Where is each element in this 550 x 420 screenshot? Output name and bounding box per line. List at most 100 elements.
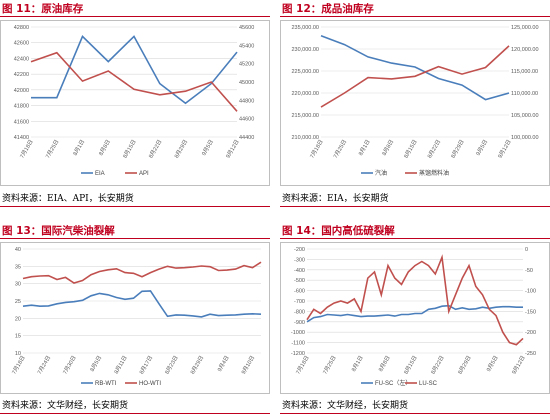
x-tick-label: 7月18日	[19, 139, 35, 160]
y-tick-label-right: 0	[525, 247, 528, 253]
y-tick-label-left: -500	[294, 278, 305, 284]
source-note: 资料来源：文华财经，长安期货	[2, 401, 129, 411]
x-tick-label: 7月25日	[322, 355, 338, 376]
series-line-0	[31, 35, 238, 105]
y-tick-label-left: -200	[294, 247, 305, 253]
y-tick-label-right: -200	[525, 330, 536, 336]
series-line-1	[306, 254, 524, 346]
panel-title: 图 13：国际汽柴油裂解	[2, 225, 115, 237]
series-line-1	[30, 51, 238, 112]
x-tick-label: 7月24日	[36, 355, 52, 376]
y-tick-label-left: 230,000.00	[291, 47, 319, 53]
x-tick-label: 8月17日	[138, 355, 154, 376]
y-tick-label-left: 40	[15, 247, 21, 253]
x-tick-label: 8月29日	[173, 139, 189, 160]
y-tick-label-left: 30	[15, 282, 21, 288]
y-tick-label-left: 41600	[14, 119, 29, 125]
series-line-1	[22, 261, 262, 284]
legend-label: EIA	[95, 171, 105, 177]
x-tick-label: 8月1日	[357, 139, 372, 157]
chart-frame: 235,000.00 230,000.00 225,000.00 220,000.00…	[280, 20, 550, 186]
x-tick-label: 9月5日	[200, 139, 215, 157]
x-tick-label: 8月15日	[403, 139, 419, 160]
y-tick-label-left: 210,000.00	[291, 135, 319, 141]
y-tick-label-left: -800	[294, 309, 305, 315]
x-tick-label: 8月8日	[381, 139, 396, 157]
panel-domestic-crack: 图 14：国内高低硫裂解 -200 -300 -400 -500 -600 -700 -80…	[280, 222, 550, 420]
x-tick-label: 8月11日	[113, 355, 129, 376]
x-tick-label: 8月15日	[403, 355, 419, 376]
y-tick-label-left: 41400	[14, 135, 29, 141]
y-tick-label-left: 235,000.00	[291, 25, 319, 31]
x-tick-label: 9月5日	[485, 355, 500, 373]
y-tick-label-right: -150	[525, 309, 536, 315]
source-note: 资料来源：文华财经，长安期货	[282, 401, 409, 411]
y-tick-label-left: 42600	[14, 41, 29, 47]
y-tick-label-left: -400	[294, 268, 305, 274]
x-tick-label: 7月18日	[309, 139, 325, 160]
y-tick-label-left: -1100	[291, 341, 305, 347]
y-tick-label-left: 225,000.00	[291, 69, 319, 75]
x-tick-label: 8月1日	[72, 139, 87, 157]
y-tick-label-left: 25	[15, 299, 21, 305]
x-tick-label: 9月12日	[511, 355, 527, 376]
y-tick-label-left: 41800	[14, 104, 29, 110]
y-tick-label-left: 15	[15, 334, 21, 340]
y-tick-label-left: -1200	[291, 351, 305, 357]
legend-label: RB-WTI	[95, 381, 117, 387]
y-tick-label-left: 35	[15, 264, 21, 270]
x-tick-label: 8月8日	[97, 139, 112, 157]
y-tick-label-left: 42800	[14, 25, 29, 31]
y-tick-label-right: 120,000.00	[511, 47, 539, 53]
series-line-0	[22, 290, 262, 318]
y-tick-label-left: 215,000.00	[291, 113, 319, 119]
x-tick-label: 7月18日	[295, 355, 311, 376]
panel-product-inventory: 图 12：成品油库存 235,000.00 230,000.00 225,000.0…	[280, 0, 550, 210]
y-tick-label-right: 44800	[239, 98, 254, 104]
y-tick-label-left: 42000	[14, 88, 29, 94]
chart-frame: 40 35 30 25 20 15 10 7月18日 7月24日 7月30日 8月5日 8月11日 8月…	[0, 242, 270, 394]
source-note: 资料来源：EIA，长安期货	[282, 194, 389, 204]
y-tick-label-right: 110,000.00	[511, 91, 538, 97]
x-tick-label: 8月1日	[350, 355, 365, 373]
y-tick-label-left: -1000	[291, 330, 305, 336]
y-tick-label-right: 45400	[239, 43, 254, 49]
panel-crude-inventory: 图 11：原油库存 42800 42600 42400 42200 42000 41800…	[0, 0, 270, 210]
y-tick-label-right: 115,000.00	[511, 69, 538, 75]
chart-frame: -200 -300 -400 -500 -600 -700 -800 -900 -1000 -11…	[280, 242, 550, 394]
x-tick-label: 9月5日	[475, 139, 490, 157]
legend-label: FU-SC（左）	[375, 379, 411, 387]
x-tick-label: 7月18日	[11, 355, 27, 376]
x-tick-label: 8月29日	[457, 355, 473, 376]
y-tick-label-right: -50	[525, 268, 533, 274]
panel-title: 图 11：原油库存	[2, 3, 84, 15]
y-tick-label-right: -250	[525, 351, 536, 357]
y-tick-label-right: 105,000.00	[511, 113, 539, 119]
panel-intl-crack: 图 13：国际汽柴油裂解 40 35 30 25 20 15 10 7月18日 7月24日 7月3…	[0, 222, 270, 420]
legend-label: HO-WTI	[139, 381, 161, 387]
x-tick-label: 8月22日	[430, 355, 446, 376]
x-tick-label: 7月30日	[62, 355, 78, 376]
y-tick-label-left: -900	[294, 320, 305, 326]
x-tick-label: 8月22日	[426, 139, 442, 160]
x-tick-label: 9月12日	[497, 139, 513, 160]
y-tick-label-left: 20	[15, 316, 21, 322]
x-tick-label: 9月4日	[216, 355, 231, 373]
chart-frame: 42800 42600 42400 42200 42000 41800 41600 41400…	[0, 20, 270, 186]
chart-svg-0: 42800 42600 42400 42200 42000 41800 41600 41400…	[14, 25, 255, 177]
panel-title: 图 14：国内高低硫裂解	[282, 225, 395, 237]
x-tick-label: 9月12日	[225, 139, 241, 160]
y-tick-label-right: 100,000.00	[511, 135, 539, 141]
y-tick-label-right: 44600	[239, 117, 254, 123]
y-tick-label-right: -100	[525, 289, 536, 295]
x-tick-label: 8月29日	[189, 355, 205, 376]
x-tick-label: 8月22日	[147, 139, 163, 160]
legend-label: 汽油	[375, 169, 387, 177]
x-tick-label: 7月25日	[332, 139, 348, 160]
panel-title: 图 12：成品油库存	[282, 3, 374, 15]
x-tick-label: 8月23日	[164, 355, 180, 376]
series-line-0	[320, 35, 510, 101]
y-tick-label-right: 45600	[239, 25, 254, 31]
y-tick-label-left: 10	[15, 351, 21, 357]
